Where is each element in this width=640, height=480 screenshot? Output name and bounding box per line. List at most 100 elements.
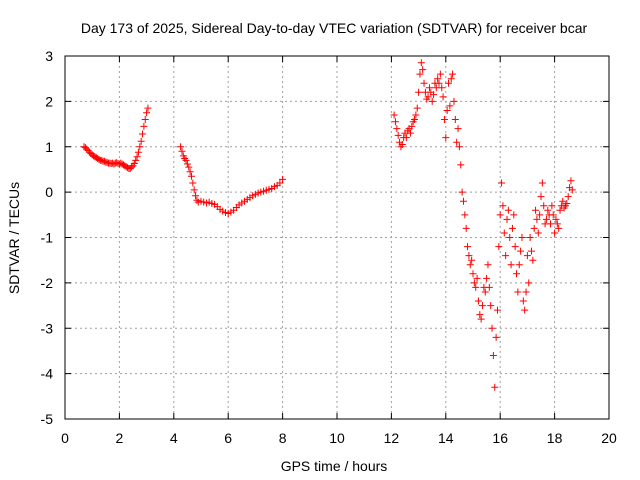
data-point <box>390 111 398 119</box>
data-point <box>563 199 571 207</box>
data-point <box>457 161 465 169</box>
data-point <box>447 75 455 83</box>
data-point <box>435 79 443 87</box>
data-point <box>517 247 525 255</box>
y-tick-label: 3 <box>45 48 53 64</box>
data-point <box>140 122 148 130</box>
data-point <box>508 224 516 232</box>
data-point <box>521 306 529 314</box>
data-point <box>430 91 438 99</box>
data-point <box>279 175 287 183</box>
data-point <box>474 297 482 305</box>
data-point <box>394 131 402 139</box>
data-point <box>468 256 476 264</box>
data-point <box>434 75 442 83</box>
series-segment-2 <box>177 143 287 217</box>
series-segment-1 <box>80 104 152 173</box>
data-point <box>190 186 198 194</box>
data-point <box>551 229 559 237</box>
data-point <box>532 206 540 214</box>
data-point <box>518 234 526 241</box>
data-point <box>504 206 512 214</box>
data-point <box>538 179 546 187</box>
data-point <box>128 163 136 171</box>
data-point <box>133 153 141 161</box>
x-tick-label: 10 <box>329 430 345 446</box>
data-point <box>449 70 457 78</box>
data-point <box>442 134 450 142</box>
data-point <box>484 261 492 269</box>
y-tick-label: -5 <box>41 411 54 427</box>
data-point <box>492 333 500 341</box>
data-point <box>398 140 406 148</box>
data-point <box>402 134 410 142</box>
data-point <box>536 211 544 219</box>
data-point <box>185 163 193 171</box>
data-point <box>438 84 446 92</box>
data-point <box>515 261 523 269</box>
data-point <box>417 59 425 67</box>
data-point <box>186 168 194 176</box>
data-point <box>143 109 151 117</box>
data-points <box>80 59 576 391</box>
data-point <box>181 155 189 163</box>
x-tick-label: 18 <box>547 430 563 446</box>
data-point <box>525 279 533 287</box>
x-tick-label: 0 <box>61 430 69 446</box>
data-point <box>537 193 545 201</box>
data-point <box>507 261 515 269</box>
data-point <box>276 179 284 187</box>
data-point <box>479 302 487 310</box>
data-point <box>462 224 470 232</box>
data-point <box>499 202 507 210</box>
data-point <box>428 97 436 105</box>
data-point <box>445 79 453 87</box>
data-point <box>555 224 563 232</box>
data-point <box>559 197 567 205</box>
data-point <box>406 129 414 137</box>
data-point <box>420 79 428 87</box>
x-axis-label: GPS time / hours <box>281 458 388 474</box>
data-point <box>502 252 510 260</box>
data-point <box>451 116 459 124</box>
data-point <box>506 234 514 241</box>
data-point <box>144 104 152 112</box>
data-point <box>459 197 467 205</box>
data-point <box>500 229 508 237</box>
data-point <box>439 93 447 101</box>
data-point <box>424 93 432 101</box>
data-point <box>481 288 489 296</box>
x-tick-label: 14 <box>438 430 454 446</box>
data-point <box>187 172 195 180</box>
y-tick-label: -2 <box>41 275 54 291</box>
data-point <box>530 224 538 232</box>
data-point <box>454 125 462 133</box>
data-point <box>485 283 493 291</box>
data-point <box>477 315 485 323</box>
y-tick-label: 1 <box>45 139 53 155</box>
data-point <box>493 306 501 314</box>
data-point <box>568 186 576 194</box>
x-tick-label: 2 <box>116 430 124 446</box>
data-point <box>476 311 484 319</box>
series-segment-3 <box>390 59 576 391</box>
data-point <box>132 156 140 164</box>
data-point <box>533 215 541 223</box>
data-point <box>472 283 480 291</box>
data-point <box>526 234 534 241</box>
y-axis-label: SDTVAR / TECUs <box>6 182 22 294</box>
y-tick-label: -4 <box>41 366 54 382</box>
data-point <box>522 288 530 296</box>
data-point <box>134 148 142 156</box>
data-point <box>544 206 552 214</box>
y-tick-label: 2 <box>45 93 53 109</box>
data-point <box>547 220 555 228</box>
data-point <box>464 243 472 251</box>
data-point <box>552 215 560 223</box>
x-tick-label: 6 <box>224 430 232 446</box>
data-point <box>436 70 444 78</box>
data-point <box>489 351 497 359</box>
data-point <box>193 196 201 204</box>
